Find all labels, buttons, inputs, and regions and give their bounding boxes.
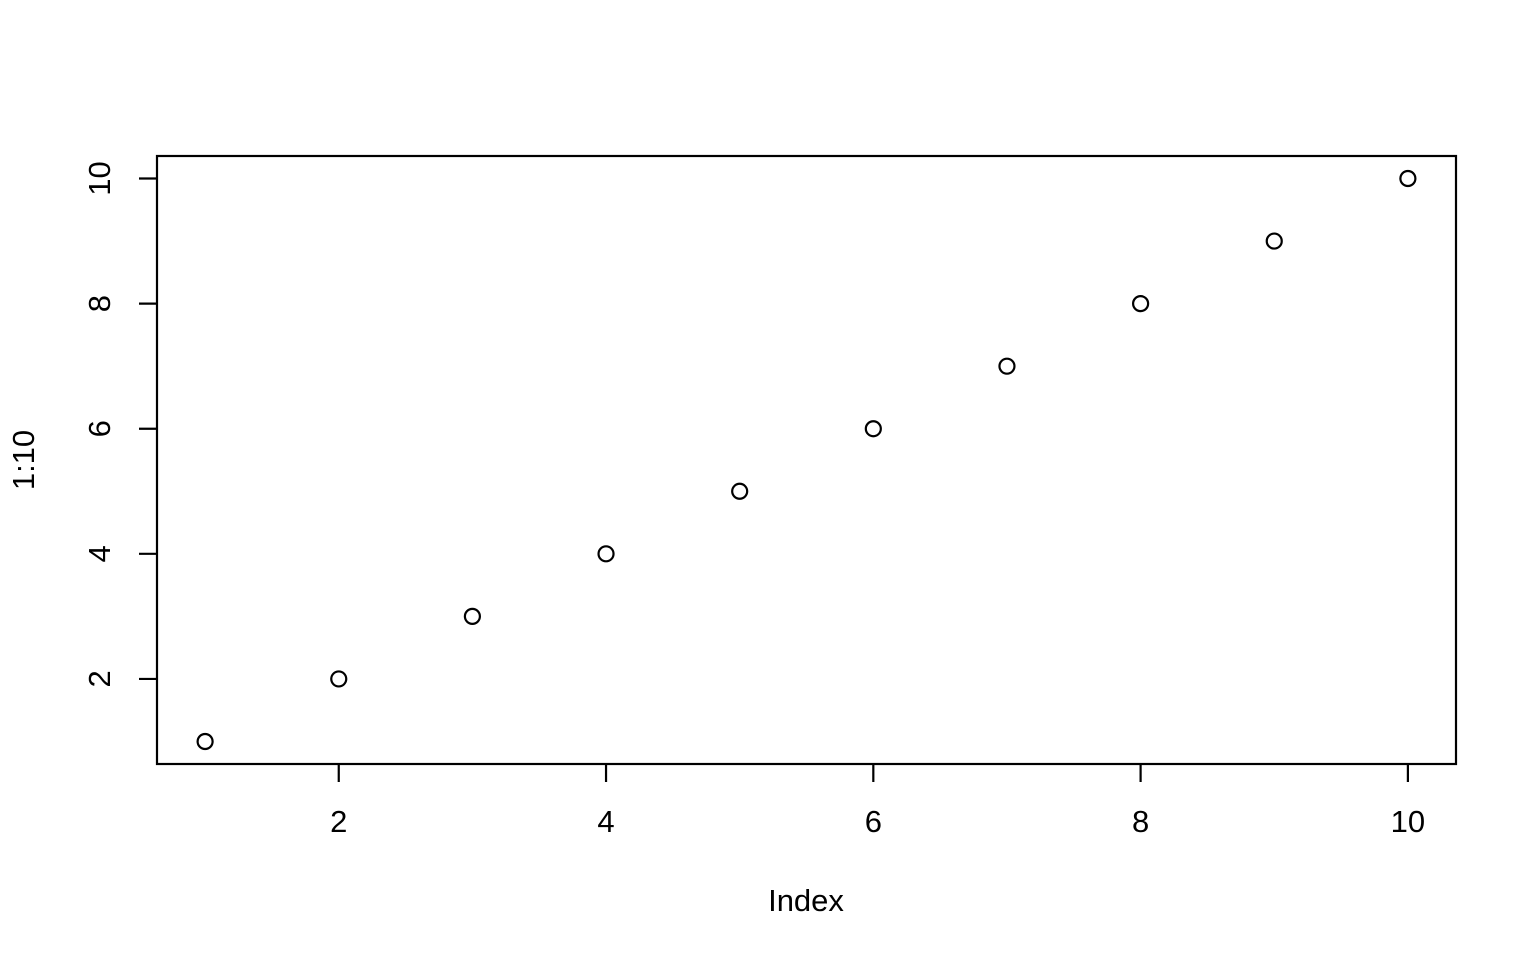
data-point (998, 357, 1016, 375)
x-tick-label: 2 (330, 804, 347, 839)
x-tick-label: 4 (597, 804, 614, 839)
y-tick-label: 4 (82, 545, 117, 562)
y-axis-ticks: 2 4 6 8 10 (82, 161, 157, 688)
y-axis-title: 1:10 (6, 430, 41, 490)
data-point (1132, 295, 1150, 313)
data-point (330, 670, 348, 688)
y-tick-label: 2 (82, 670, 117, 687)
data-points (196, 169, 1417, 751)
data-point (597, 545, 615, 563)
data-point (864, 420, 882, 438)
data-point (731, 482, 749, 500)
data-point (1399, 169, 1417, 188)
data-point (1265, 232, 1283, 250)
data-point (463, 607, 481, 625)
x-tick-label: 10 (1391, 804, 1425, 839)
plot-frame-box (155, 154, 1458, 766)
y-tick-label: 8 (82, 295, 117, 312)
y-tick-label: 6 (82, 420, 117, 437)
data-point (196, 732, 214, 751)
x-tick-label: 6 (865, 804, 882, 839)
x-axis-title: Index (768, 883, 844, 918)
x-axis-ticks: 2 4 6 8 10 (330, 764, 1425, 839)
y-tick-label: 10 (82, 161, 117, 195)
x-tick-label: 8 (1132, 804, 1149, 839)
